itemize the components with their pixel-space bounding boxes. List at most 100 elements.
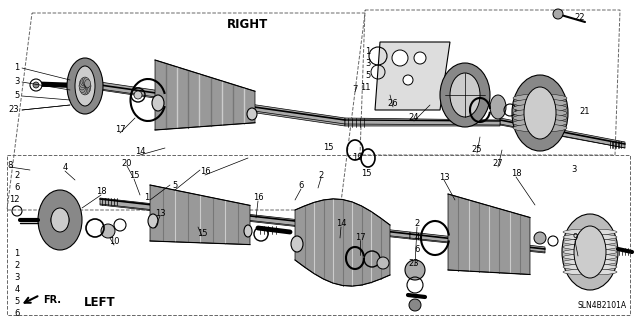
Ellipse shape [513,119,567,127]
Text: 17: 17 [355,233,365,241]
Ellipse shape [403,75,413,85]
Polygon shape [100,198,410,239]
Ellipse shape [513,114,567,122]
Ellipse shape [450,73,480,117]
Text: 19: 19 [352,153,362,162]
Text: 18: 18 [511,169,522,179]
Ellipse shape [81,78,86,86]
Text: 1: 1 [14,249,20,257]
Ellipse shape [563,239,617,245]
Ellipse shape [563,234,617,240]
Ellipse shape [79,79,85,87]
Ellipse shape [513,124,567,132]
Text: 4: 4 [414,233,420,241]
Text: 2: 2 [14,261,20,270]
Ellipse shape [148,214,158,228]
Text: 7: 7 [352,85,358,94]
Polygon shape [375,42,450,110]
Ellipse shape [38,190,82,250]
Ellipse shape [513,109,567,117]
Text: 25: 25 [472,145,483,154]
Polygon shape [100,82,345,126]
Text: 15: 15 [129,172,140,181]
Text: LEFT: LEFT [84,295,116,308]
Text: 17: 17 [115,125,125,135]
Text: 23: 23 [409,258,419,268]
Ellipse shape [405,260,425,280]
Text: 4: 4 [14,285,20,293]
Polygon shape [345,118,500,126]
Text: 1: 1 [145,194,150,203]
Text: 16: 16 [253,194,263,203]
Polygon shape [448,194,530,275]
Ellipse shape [409,299,421,311]
Text: 15: 15 [196,228,207,238]
Ellipse shape [79,82,85,90]
Ellipse shape [562,214,618,290]
Text: 13: 13 [438,173,449,182]
Polygon shape [155,60,255,130]
Ellipse shape [81,86,86,94]
Ellipse shape [392,50,408,66]
Ellipse shape [75,66,95,106]
Text: 6: 6 [14,182,20,191]
Ellipse shape [563,229,617,235]
Text: 1: 1 [14,63,20,72]
Ellipse shape [377,257,389,269]
Ellipse shape [84,79,91,87]
Text: 3: 3 [572,166,577,174]
Ellipse shape [79,85,85,93]
Ellipse shape [247,108,257,120]
Ellipse shape [512,75,568,151]
Ellipse shape [563,244,617,250]
Text: 10: 10 [109,238,119,247]
Text: 27: 27 [493,160,503,168]
Text: 15: 15 [361,168,371,177]
Ellipse shape [563,249,617,255]
Ellipse shape [52,210,62,222]
Text: FR.: FR. [43,295,61,305]
Polygon shape [150,185,250,245]
Ellipse shape [563,254,617,260]
Ellipse shape [84,85,91,93]
Ellipse shape [67,58,103,114]
Text: 20: 20 [122,159,132,167]
Text: 3: 3 [14,272,20,281]
Text: 26: 26 [388,100,398,108]
Text: 6: 6 [298,182,304,190]
Ellipse shape [152,95,164,111]
Ellipse shape [524,87,556,139]
Text: 8: 8 [7,160,13,169]
Ellipse shape [30,79,42,91]
Ellipse shape [513,104,567,112]
Text: 3: 3 [14,78,20,86]
Text: 16: 16 [200,167,211,176]
Ellipse shape [101,224,115,238]
Ellipse shape [291,236,303,252]
Text: 14: 14 [135,147,145,157]
Text: 11: 11 [360,84,371,93]
Text: 13: 13 [155,209,165,218]
Ellipse shape [440,63,490,127]
Ellipse shape [563,264,617,270]
Text: 18: 18 [96,188,106,197]
Ellipse shape [563,259,617,265]
Ellipse shape [513,99,567,107]
Polygon shape [500,118,625,148]
Ellipse shape [58,210,68,222]
Ellipse shape [490,95,506,119]
Ellipse shape [82,87,88,95]
Text: 5: 5 [365,71,371,80]
Polygon shape [295,199,390,286]
Text: 2: 2 [318,170,324,180]
Ellipse shape [82,77,88,85]
Text: 9: 9 [572,234,578,242]
Ellipse shape [414,52,426,64]
Ellipse shape [83,78,90,86]
Text: 24: 24 [409,114,419,122]
Ellipse shape [513,94,567,102]
Text: 4: 4 [62,164,68,173]
Ellipse shape [55,219,65,232]
Text: 14: 14 [336,219,346,228]
Polygon shape [410,232,545,253]
